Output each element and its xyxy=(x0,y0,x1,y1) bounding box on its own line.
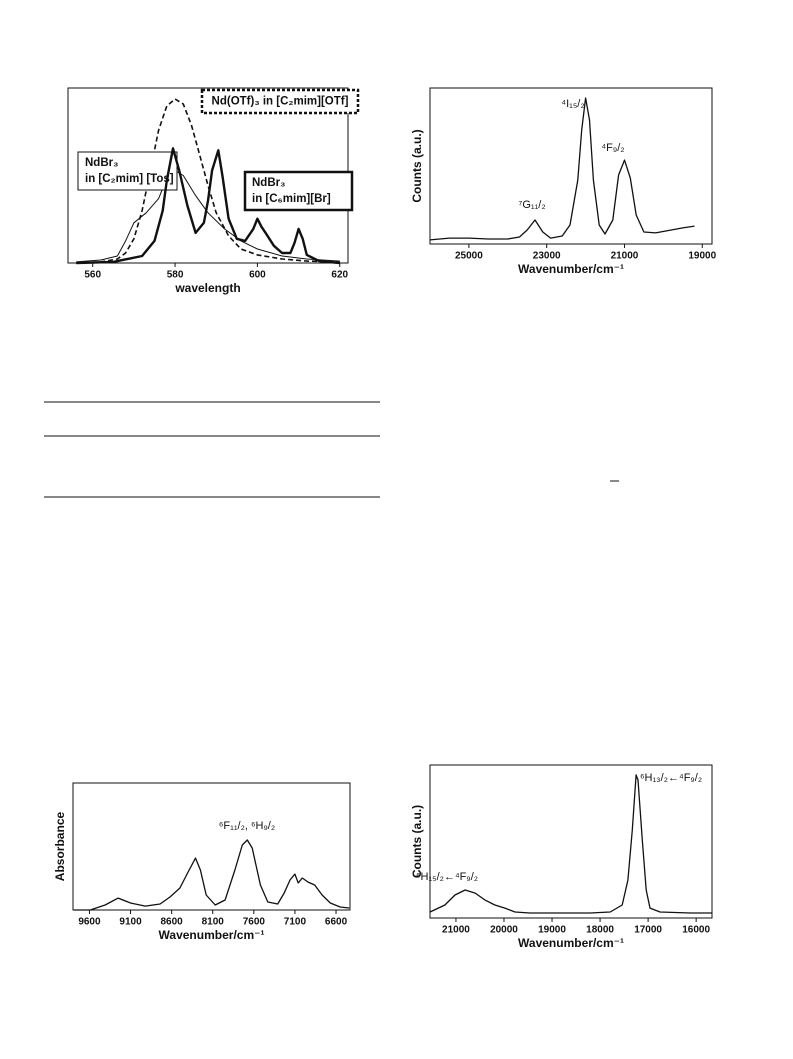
x-tick-label: 18000 xyxy=(586,925,614,936)
x-tick-label: 9100 xyxy=(119,917,142,928)
y-axis-label: Absorbance xyxy=(53,812,67,882)
x-tick-label: 21000 xyxy=(611,251,639,262)
chart: 9600 9100 8600 8100 7600 7100 6600 Wavenumber/c… xyxy=(53,782,351,942)
y-axis-label: Counts (a.u.) xyxy=(410,805,424,878)
plot-frame xyxy=(72,782,351,911)
plot-frame xyxy=(429,764,713,919)
x-tick-label: 620 xyxy=(331,270,348,281)
x-tick-label: 560 xyxy=(84,270,101,281)
chart: 560 580 600 620 wavelength Nd(OTf)₃ in [C₂mim… xyxy=(67,87,360,295)
y-axis-label: Counts (a.u.) xyxy=(410,129,424,202)
x-tick-label: 8600 xyxy=(161,917,184,928)
peak-annotation: ⁶H₁₅/₂←⁴F₉/₂ xyxy=(416,871,478,883)
x-tick-label: 19000 xyxy=(538,925,566,936)
x-tick-label: 6600 xyxy=(325,917,348,928)
legend-label: NdBr₃ in [C₂mim] [Tos] xyxy=(85,157,174,185)
legend-box xyxy=(77,151,178,191)
x-tick-label: 7600 xyxy=(243,917,266,928)
peak-annotation: ⁴F₉/₂ xyxy=(601,142,624,154)
legend-box xyxy=(243,170,354,212)
legend-box xyxy=(200,88,360,115)
x-tick-label: 600 xyxy=(249,270,266,281)
legend-label: Nd(OTf)₃ in [C₂mim][OTf] xyxy=(212,96,349,108)
x-tick-label: 19000 xyxy=(688,251,716,262)
x-tick-label: 9600 xyxy=(78,917,101,928)
plot-frame xyxy=(429,87,713,245)
spectrum-line xyxy=(76,147,340,265)
x-tick-label: 23000 xyxy=(533,251,561,262)
peak-annotation: ⁷G₁₁/₂ xyxy=(518,199,545,211)
x-tick-label: 21000 xyxy=(442,925,470,936)
x-tick-label: 8100 xyxy=(202,917,225,928)
spectrum-line xyxy=(429,774,712,914)
peak-annotation: ⁶H₁₃/₂←⁴F₉/₂ xyxy=(640,772,702,784)
x-tick-label: 16000 xyxy=(682,925,710,936)
x-axis-label: Wavenumber/cm⁻¹ xyxy=(518,262,624,276)
x-tick-label: 25000 xyxy=(455,251,483,262)
x-axis-label: wavelength xyxy=(174,281,240,295)
x-axis-label: Wavenumber/cm⁻¹ xyxy=(518,936,624,950)
peak-annotation: ⁴I₁₅/₂ xyxy=(561,98,584,110)
legend-label: NdBr₃ in [C₆mim][Br] xyxy=(252,177,331,205)
peak-annotation: ⁶F₁₁/₂, ⁶H₉/₂ xyxy=(219,820,275,832)
x-tick-label: 7100 xyxy=(284,917,307,928)
chart: 21000 20000 19000 18000 17000 16000 Wavenumber… xyxy=(410,764,713,950)
x-axis-label: Wavenumber/cm⁻¹ xyxy=(159,928,265,942)
x-tick-label: 17000 xyxy=(634,925,662,936)
x-tick-label: 20000 xyxy=(490,925,518,936)
x-tick-label: 580 xyxy=(167,270,184,281)
spectrum-line xyxy=(76,98,340,264)
spectrum-line xyxy=(429,97,695,241)
chart: 25000 23000 21000 19000 Wavenumber/cm⁻¹ Count… xyxy=(410,87,717,276)
spectrum-line xyxy=(73,839,350,911)
